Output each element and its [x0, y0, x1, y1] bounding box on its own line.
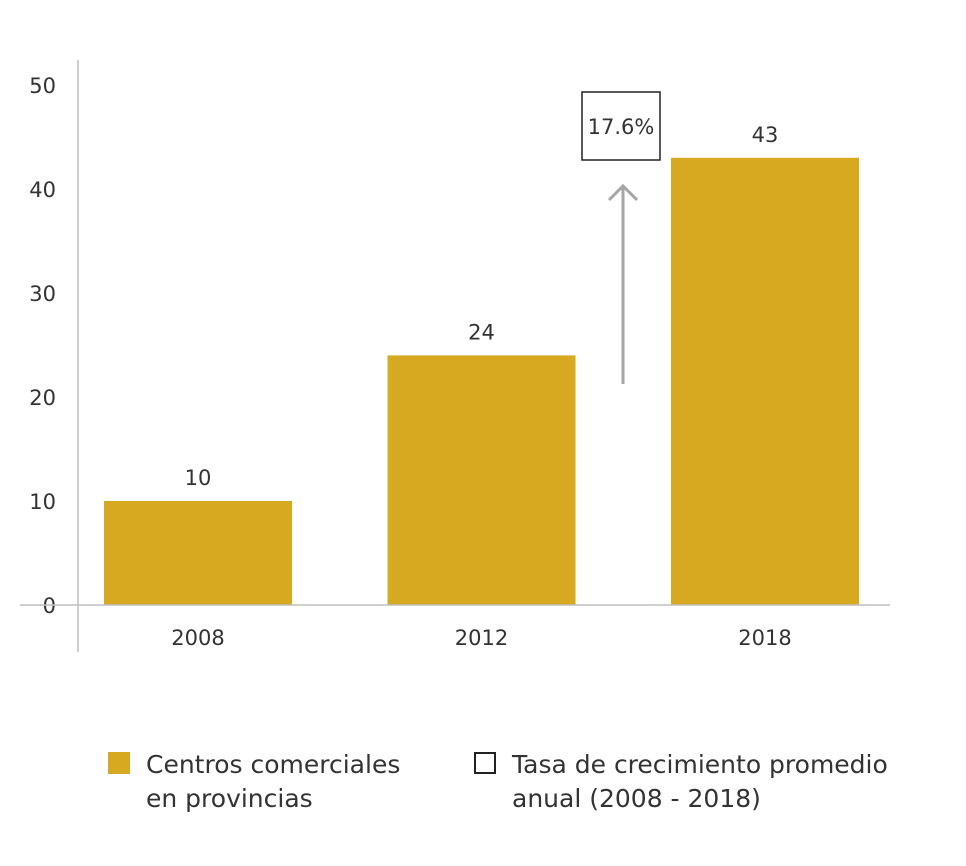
legend-swatch-outline: [474, 752, 496, 774]
x-axis-ticks: 2008 2012 2018: [171, 626, 791, 650]
legend-item-tasa: Tasa de crecimiento promedio anual (2008…: [474, 748, 914, 818]
legend-swatch-filled: [108, 752, 130, 774]
bars: 10 24 43: [104, 123, 859, 606]
data-label-2012: 24: [468, 320, 495, 344]
growth-annotation: 17.6%: [581, 91, 661, 384]
bar-2012: [387, 355, 576, 605]
y-tick-label: 40: [29, 178, 56, 202]
y-tick-label: 10: [29, 490, 56, 514]
y-tick-label: 0: [43, 594, 56, 618]
y-axis-ticks: 0 10 20 30 40 50: [29, 74, 56, 618]
legend-item-centros: Centros comerciales en provincias: [108, 748, 428, 818]
data-label-2018: 43: [752, 123, 779, 147]
growth-arrow-head: [607, 183, 639, 202]
legend-label-tasa: Tasa de crecimiento promedio anual (2008…: [512, 750, 888, 813]
legend-label-centros: Centros comerciales en provincias: [146, 750, 401, 813]
bar-chart: 0 10 20 30 40 50 10 24 43 2008 2012 2018 17.6%: [20, 60, 890, 652]
bar-2018: [671, 157, 859, 606]
growth-rate-box: [581, 91, 661, 161]
bar-2008: [104, 501, 292, 605]
x-tick-label: 2012: [455, 626, 508, 650]
data-label-2008: 10: [185, 466, 212, 490]
x-tick-label: 2008: [171, 626, 224, 650]
x-tick-label: 2018: [738, 626, 791, 650]
growth-rate-label: 17.6%: [588, 115, 655, 139]
y-tick-label: 50: [29, 74, 56, 98]
y-tick-label: 30: [29, 282, 56, 306]
y-tick-label: 20: [29, 386, 56, 410]
